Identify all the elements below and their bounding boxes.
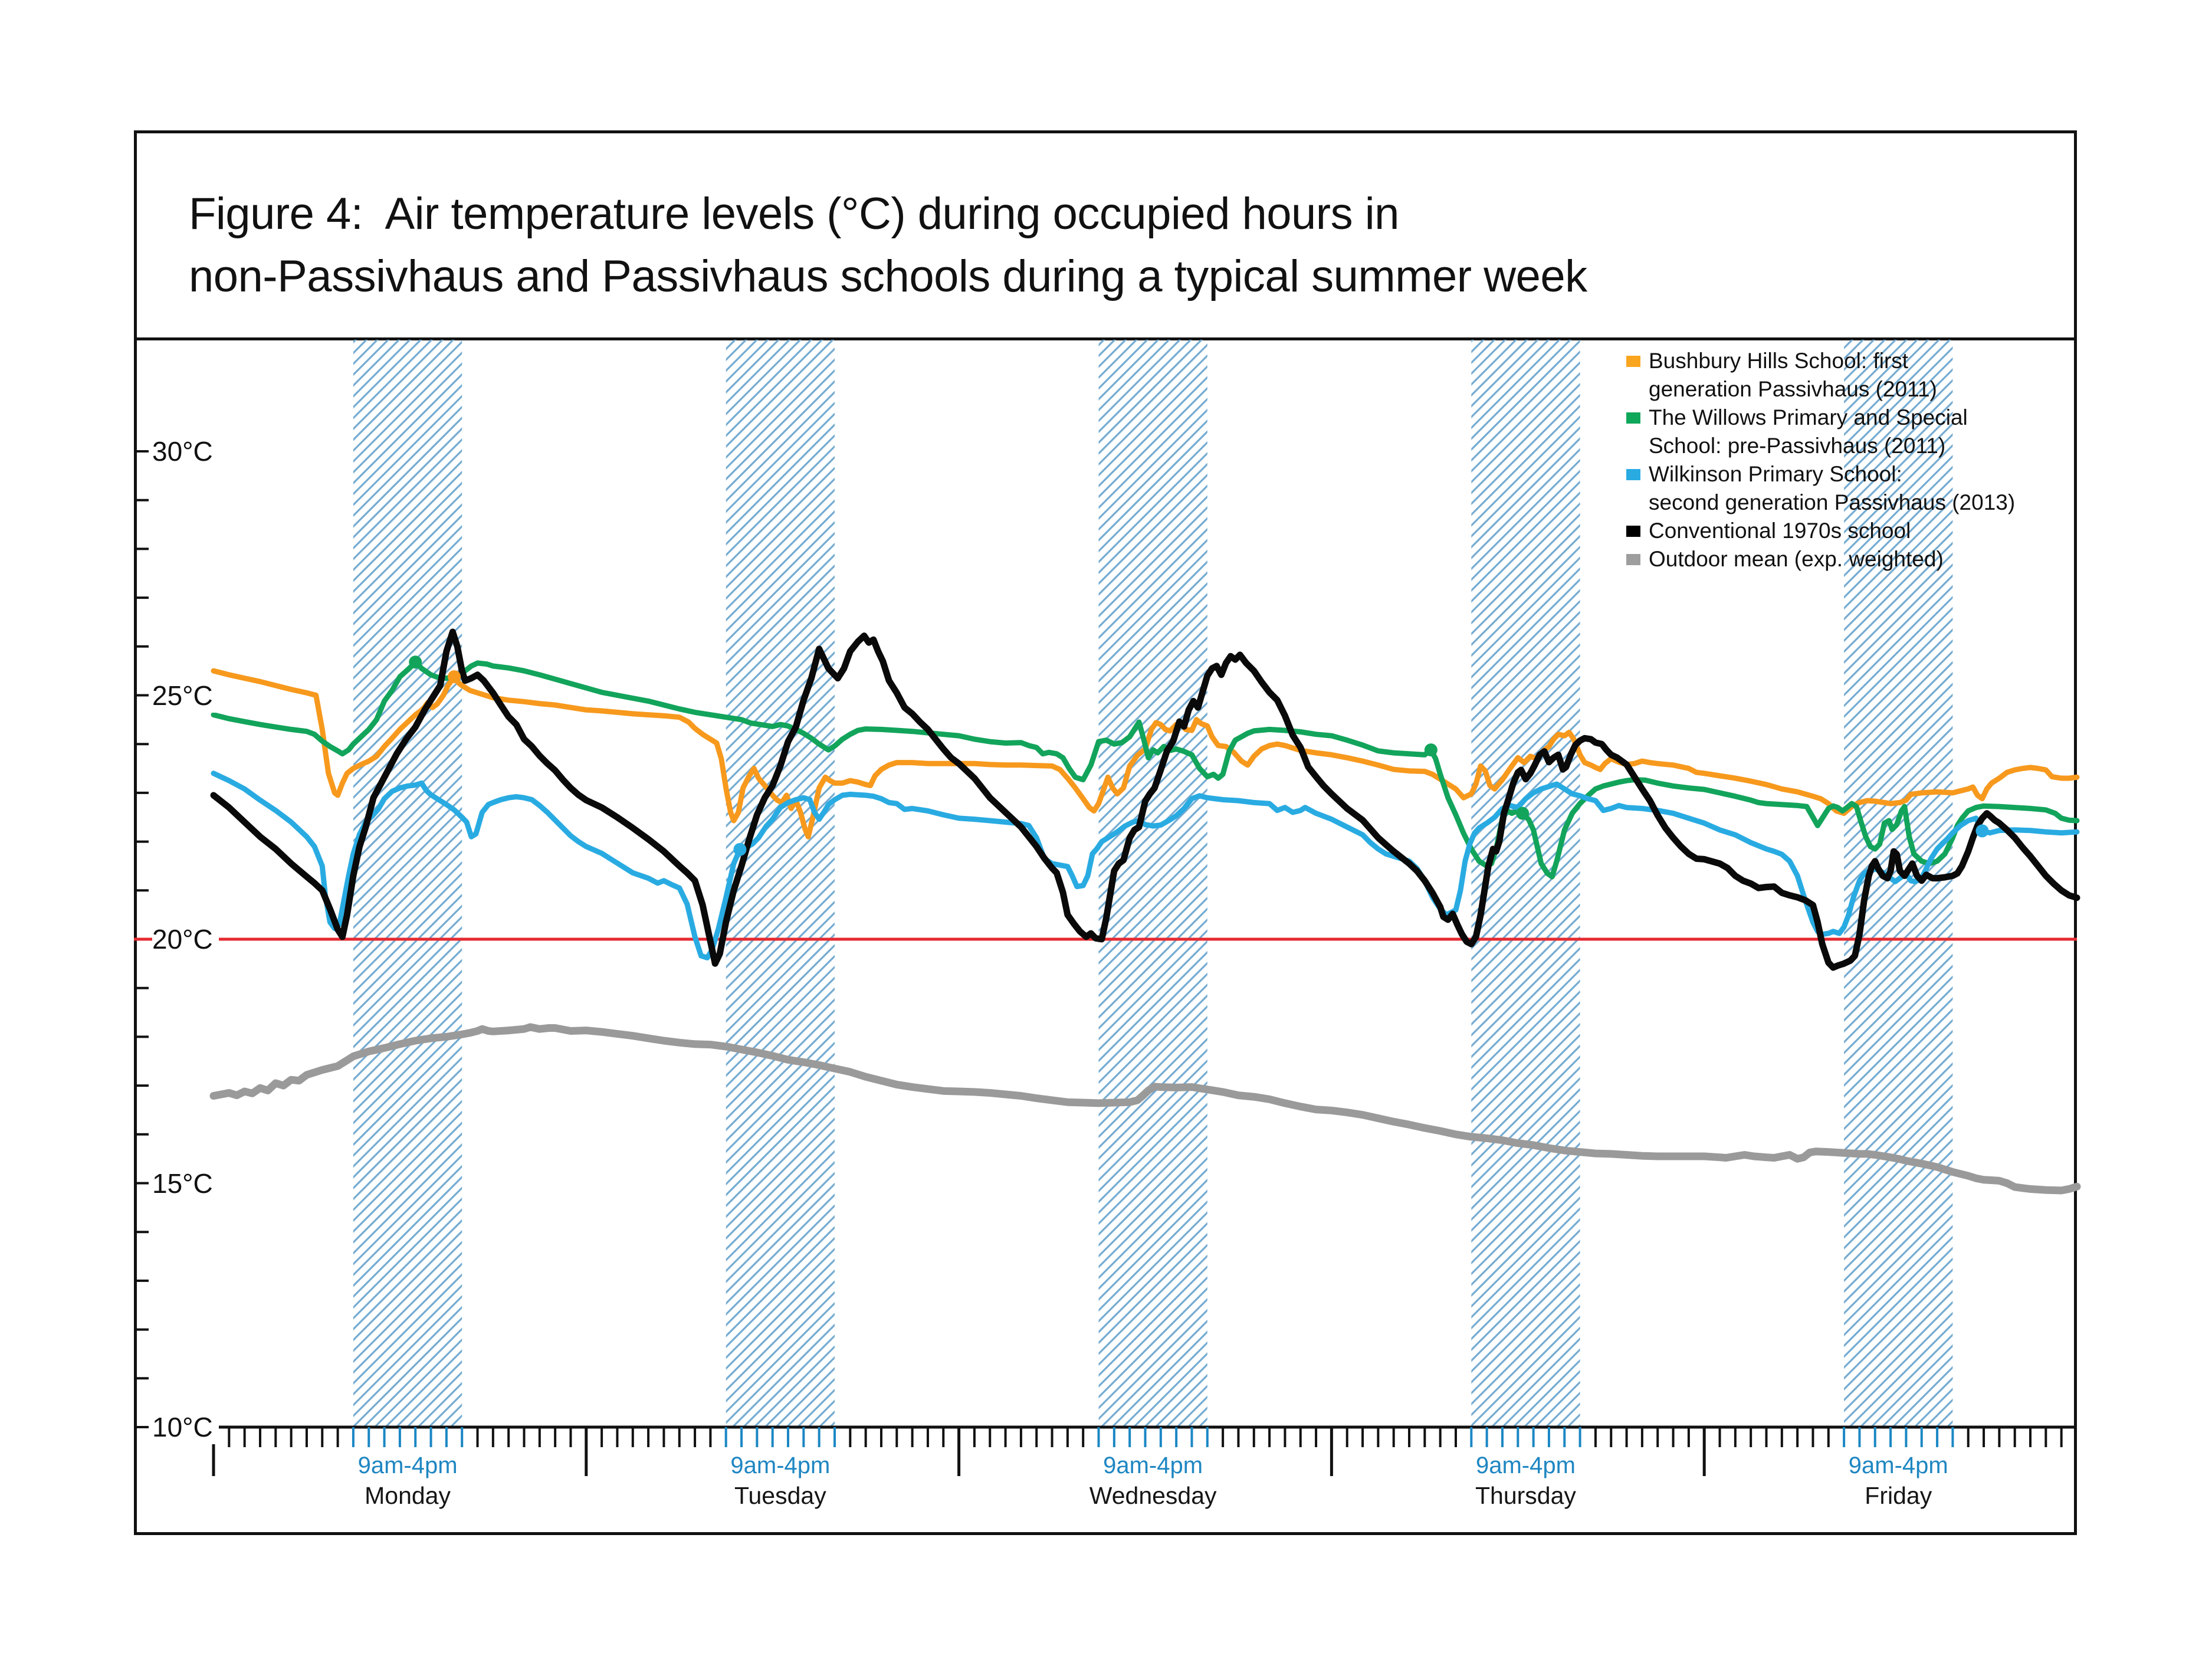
y-axis-label-15: 15°C [152,1166,219,1201]
legend-swatch-wilkinson [1626,469,1640,480]
series-line-outdoor [209,1023,2081,1195]
series-line-conventional [210,628,2080,971]
legend-item-bushbury: Bushbury Hills School: first generation P… [1626,347,2086,404]
legend-label-bushbury-line1: Bushbury Hills School: first [1649,349,1909,373]
legend-swatch-outdoor [1626,554,1640,565]
occupied-band-thursday [1471,340,1580,1427]
occupied-band-friday [1844,340,1953,1427]
legend-item-wilkinson: Wilkinson Primary School: second generati… [1626,460,2086,517]
y-axis-label-20: 20°C [152,922,219,956]
occupied-hours-label-friday: 9am-4pm [1848,1452,1948,1478]
data-marker-willows [1424,743,1438,757]
occupied-band-wednesday [1098,340,1207,1427]
series-line-willows [211,659,2080,880]
data-marker-wilkinson [1975,824,1989,838]
legend-item-outdoor: Outdoor mean (exp. weighted) [1626,545,2086,573]
legend-label-bushbury-line2: generation Passivhaus (2011) [1649,377,1937,401]
legend-item-conventional: Conventional 1970s school [1626,517,2086,545]
data-marker-bushbury [448,670,461,684]
occupied-hours-label-wednesday: 9am-4pm [1103,1452,1203,1478]
legend-swatch-bushbury [1626,356,1640,367]
chart-legend: Bushbury Hills School: first generation P… [1626,347,2086,573]
day-label-wednesday: Wednesday [1089,1482,1217,1509]
data-marker-willows [1516,806,1530,820]
day-label-friday: Friday [1865,1482,1932,1509]
title-separator-line [134,337,2077,340]
y-axis-label-10: 10°C [152,1410,219,1444]
data-marker-wilkinson [733,842,747,856]
y-axis-label-30: 30°C [152,434,219,468]
legend-item-willows: The Willows Primary and Special School: p… [1626,404,2086,460]
legend-label-wilkinson-line1: Wilkinson Primary School: [1649,462,1902,486]
occupied-band-tuesday [726,340,835,1427]
figure-title-line1: Figure 4: Air temperature levels (°C) du… [189,189,1399,239]
figure-title: Figure 4: Air temperature levels (°C) du… [189,183,1587,308]
legend-label-conventional-line1: Conventional 1970s school [1649,519,1911,543]
legend-swatch-conventional [1626,526,1640,537]
series-line-bushbury [211,668,2080,840]
occupied-band-monday [353,340,462,1427]
legend-label-wilkinson-line2: second generation Passivhaus (2013) [1649,490,2016,514]
data-marker-willows [409,655,422,669]
day-label-thursday: Thursday [1475,1482,1576,1509]
legend-label-willows-line2: School: pre-Passivhaus (2011) [1649,434,1946,458]
legend-swatch-willows [1626,412,1640,424]
day-label-monday: Monday [365,1482,451,1509]
y-axis-label-25: 25°C [152,678,219,713]
legend-label-willows-line1: The Willows Primary and Special [1649,405,1968,429]
occupied-hours-label-monday: 9am-4pm [357,1452,458,1478]
occupied-hours-label-thursday: 9am-4pm [1475,1452,1576,1478]
legend-label-outdoor-line1: Outdoor mean (exp. weighted) [1649,547,1944,571]
occupied-hours-label-tuesday: 9am-4pm [730,1452,831,1478]
figure-title-line2: non-Passivhaus and Passivhaus schools du… [189,251,1587,301]
day-label-tuesday: Tuesday [734,1482,826,1509]
